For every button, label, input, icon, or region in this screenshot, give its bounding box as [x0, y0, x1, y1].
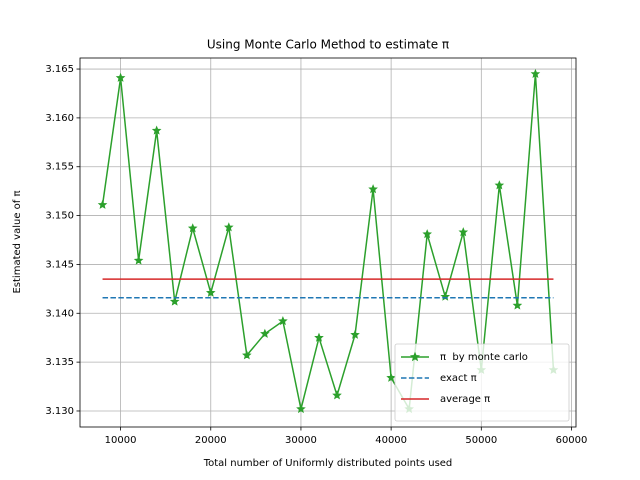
- chart-title: Using Monte Carlo Method to estimate π: [207, 38, 449, 52]
- point: [169, 296, 180, 306]
- point: [512, 300, 523, 310]
- x-tick-label: 40000: [375, 435, 407, 446]
- point: [494, 180, 505, 190]
- x-tick-label: 20000: [195, 435, 227, 446]
- y-tick-label: 3.140: [45, 308, 74, 319]
- y-tick-label: 3.130: [45, 406, 74, 417]
- point: [151, 125, 162, 135]
- plot-frame: [79, 57, 577, 428]
- y-axis-label: Estimated value of π: [12, 190, 23, 293]
- y-tick-label: 3.150: [45, 211, 74, 222]
- point: [440, 291, 451, 301]
- point: [260, 328, 270, 338]
- point: [205, 287, 216, 297]
- point: [224, 222, 234, 232]
- point: [296, 403, 306, 414]
- x-axis-label: Total number of Uniformly distributed po…: [203, 458, 453, 469]
- point: [97, 199, 108, 209]
- point: [386, 372, 396, 382]
- point: [314, 332, 324, 342]
- point: [133, 255, 144, 265]
- point: [530, 68, 541, 79]
- x-tick-label: 50000: [465, 435, 497, 446]
- y-tick-label: 3.155: [45, 162, 74, 173]
- point: [458, 227, 469, 237]
- legend-label: average π: [440, 394, 490, 405]
- legend-label: π by monte carlo: [440, 352, 528, 363]
- point: [350, 329, 360, 339]
- point: [115, 72, 126, 82]
- y-tick-label: 3.145: [45, 259, 74, 270]
- point: [332, 390, 342, 400]
- legend-box: [394, 343, 570, 422]
- y-tick-label: 3.165: [45, 64, 74, 75]
- x-tick-label: 60000: [556, 435, 588, 446]
- point: [187, 223, 198, 233]
- legend-marker: [409, 351, 421, 362]
- x-tick-label: 10000: [105, 435, 137, 446]
- y-tick-label: 3.160: [45, 113, 74, 124]
- point: [422, 229, 432, 239]
- point: [368, 184, 378, 194]
- x-tick-label: 30000: [285, 435, 317, 446]
- y-tick-label: 3.135: [45, 357, 74, 368]
- legend-label: exact π: [440, 373, 477, 384]
- point: [278, 316, 288, 326]
- point: [242, 350, 252, 360]
